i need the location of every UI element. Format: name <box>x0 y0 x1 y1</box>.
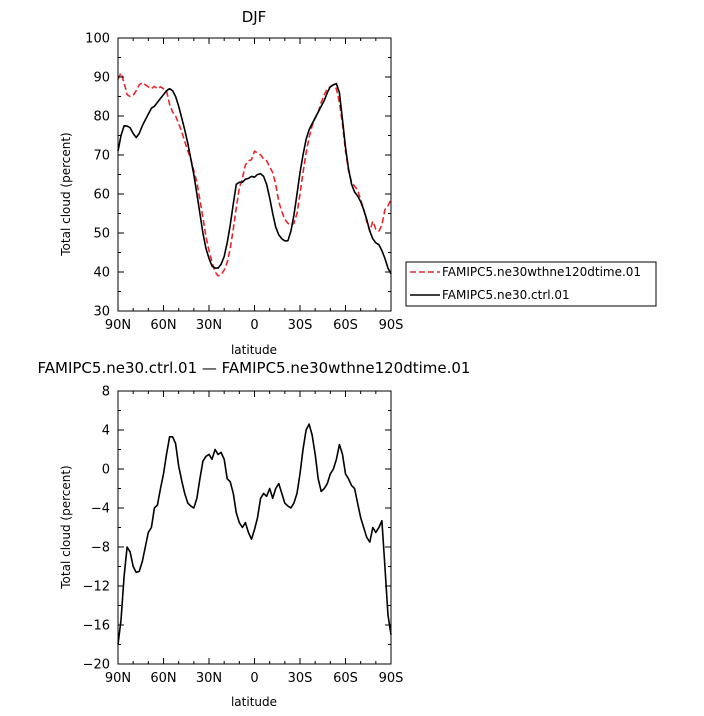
bottom-xtick-label: 30N <box>196 671 222 686</box>
top-xtick-label: 0 <box>250 318 258 333</box>
top-xtick-label: 60S <box>333 318 358 333</box>
top-xtick-label: 60N <box>150 318 176 333</box>
bottom-ytick-label: 8 <box>102 385 110 400</box>
bottom-xtick-label: 60S <box>333 671 358 686</box>
legend-box <box>405 261 657 307</box>
top-plot-frame <box>117 37 392 312</box>
bottom-panel: FAMIPC5.ne30.ctrl.01 — FAMIPC5.ne30wthne… <box>38 359 471 709</box>
bottom-xtick-label: 90N <box>105 671 131 686</box>
bottom-ytick-label: −20 <box>83 658 110 673</box>
top-xtick-label: 90S <box>379 318 404 333</box>
bottom-ytick-label: 0 <box>102 463 110 478</box>
bottom-xtick-label: 30S <box>288 671 313 686</box>
bottom-ytick-label: −4 <box>91 502 110 517</box>
top-xtick-label: 30N <box>196 318 222 333</box>
bottom-ylabel: Total cloud (percent) <box>59 465 73 589</box>
top-ytick-label: 80 <box>93 110 110 125</box>
top-xtick-label: 30S <box>288 318 313 333</box>
bottom-xtick-label: 60N <box>150 671 176 686</box>
top-ytick-label: 40 <box>93 266 110 281</box>
top-title: DJF <box>242 8 267 26</box>
legend-label-0: FAMIPC5.ne30wthne120dtime.01 <box>442 265 641 279</box>
top-xlabel: latitude <box>231 343 277 357</box>
bottom-plot-frame <box>117 390 392 665</box>
top-ytick-label: 100 <box>85 32 110 47</box>
bottom-ytick-label: −12 <box>83 580 110 595</box>
top-xtick-label: 90N <box>105 318 131 333</box>
bottom-series-line-0 <box>117 423 392 645</box>
top-series-line-1 <box>117 82 392 275</box>
top-ylabel: Total cloud (percent) <box>59 132 73 256</box>
legend: FAMIPC5.ne30wthne120dtime.01 FAMIPC5.ne3… <box>405 261 657 307</box>
bottom-xtick-label: 0 <box>250 671 258 686</box>
bottom-xlabel: latitude <box>231 695 277 709</box>
bottom-ytick-label: −8 <box>91 541 110 556</box>
bottom-xtick-label: 90S <box>379 671 404 686</box>
bottom-title: FAMIPC5.ne30.ctrl.01 — FAMIPC5.ne30wthne… <box>38 359 471 377</box>
top-ytick-label: 50 <box>93 227 110 242</box>
bottom-ytick-label: −16 <box>83 619 110 634</box>
top-panel: DJF latitude Total cloud (percent) 90N 60… <box>59 8 403 357</box>
bottom-ytick-label: 4 <box>102 424 110 439</box>
top-ytick-label: 60 <box>93 188 110 203</box>
top-ytick-label: 70 <box>93 149 110 164</box>
legend-label-1: FAMIPC5.ne30.ctrl.01 <box>442 288 570 302</box>
top-ytick-label: 90 <box>93 71 110 86</box>
top-ytick-label: 30 <box>93 305 110 320</box>
